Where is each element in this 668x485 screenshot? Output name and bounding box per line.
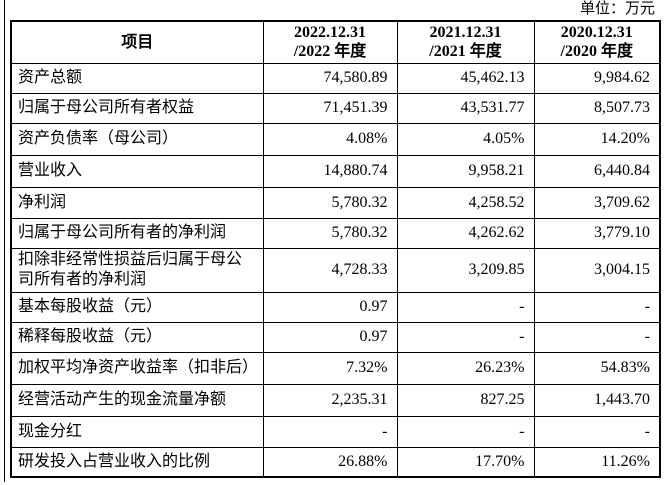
- cell-value: -: [396, 415, 535, 448]
- cell-value: 5,780.32: [262, 186, 398, 219]
- cell-value: 6,440.84: [533, 154, 661, 188]
- table-row: 现金分红 - - -: [10, 415, 661, 448]
- col-header-2020-date: 2020.12.31: [560, 24, 633, 42]
- table-row: 归属于母公司所有者的净利润 5,780.32 4,262.62 3,779.10: [10, 217, 661, 249]
- cell-value: 827.25: [396, 383, 535, 417]
- cell-value: 4.05%: [396, 122, 535, 156]
- col-header-2022-year: /2022 年度: [293, 43, 367, 61]
- row-label: 加权平均净资产收益率（扣非后）: [10, 351, 264, 385]
- col-header-2021: 2021.12.31 /2021 年度: [396, 20, 535, 64]
- col-header-2021-date: 2021.12.31: [429, 24, 502, 42]
- left-margin-rule: [4, 0, 5, 482]
- cell-value: 14.20%: [533, 122, 661, 156]
- cell-value: 43,531.77: [396, 92, 535, 124]
- cell-value: -: [533, 291, 661, 323]
- col-header-2020-year: /2020 年度: [560, 43, 633, 61]
- cell-value: 1,443.70: [533, 383, 661, 417]
- cell-value: 9,984.62: [533, 62, 661, 94]
- cell-value: 3,209.85: [396, 247, 535, 293]
- table-row: 净利润 5,780.32 4,258.52 3,709.62: [10, 186, 661, 219]
- table-row: 归属于母公司所有者权益 71,451.39 43,531.77 8,507.73: [10, 92, 661, 124]
- col-header-2022-date: 2022.12.31: [294, 24, 366, 42]
- row-label: 稀释每股收益（元）: [10, 321, 264, 353]
- table-row: 稀释每股收益（元） 0.97 - -: [10, 321, 661, 353]
- cell-value: 14,880.74: [262, 154, 398, 188]
- cell-value: -: [533, 415, 661, 448]
- unit-label: 单位：万元: [579, 1, 655, 17]
- cell-value: 11.26%: [533, 446, 661, 478]
- cell-value: 3,004.15: [533, 247, 661, 293]
- cell-value: 26.88%: [262, 446, 398, 478]
- col-header-2020: 2020.12.31 /2020 年度: [533, 20, 661, 64]
- cell-value: 3,779.10: [533, 217, 661, 249]
- row-label: 经营活动产生的现金流量净额: [10, 383, 264, 417]
- cell-value: 0.97: [262, 321, 398, 353]
- cell-value: 8,507.73: [533, 92, 661, 124]
- row-label: 归属于母公司所有者的净利润: [10, 217, 264, 249]
- table-row: 加权平均净资产收益率（扣非后） 7.32% 26.23% 54.83%: [10, 351, 661, 385]
- col-header-2022: 2022.12.31 /2022 年度: [262, 20, 398, 64]
- cell-value: -: [396, 291, 535, 323]
- row-label: 营业收入: [10, 154, 264, 188]
- col-header-item: 项目: [10, 20, 264, 64]
- row-label: 现金分红: [10, 415, 264, 448]
- cell-value: 5,780.32: [262, 217, 398, 249]
- cell-value: -: [262, 415, 398, 448]
- table-row: 扣除非经常性损益后归属于母公 司所有者的净利润 4,728.33 3,209.8…: [10, 247, 661, 293]
- cell-value: 3,709.62: [533, 186, 661, 219]
- cell-value: 4,262.62: [396, 217, 535, 249]
- row-label: 归属于母公司所有者权益: [10, 92, 264, 124]
- cell-value: 2,235.31: [262, 383, 398, 417]
- row-label: 扣除非经常性损益后归属于母公 司所有者的净利润: [10, 247, 264, 293]
- table-row: 基本每股收益（元） 0.97 - -: [10, 291, 661, 323]
- row-label: 净利润: [10, 186, 264, 219]
- row-label: 基本每股收益（元）: [10, 291, 264, 323]
- row-label: 资产负债率（母公司）: [10, 122, 264, 156]
- cell-value: 4,258.52: [396, 186, 535, 219]
- table-row: 经营活动产生的现金流量净额 2,235.31 827.25 1,443.70: [10, 383, 661, 417]
- cell-value: -: [396, 321, 535, 353]
- cell-value: 9,958.21: [396, 154, 535, 188]
- cell-value: 45,462.13: [396, 62, 535, 94]
- table-row: 研发投入占营业收入的比例 26.88% 17.70% 11.26%: [10, 446, 661, 478]
- cell-value: 54.83%: [533, 351, 661, 385]
- financial-summary-table: 项目 2022.12.31 /2022 年度 2021.12.31 /2021 …: [10, 20, 661, 478]
- cell-value: 4.08%: [262, 122, 398, 156]
- cell-value: 17.70%: [396, 446, 535, 478]
- cell-value: 71,451.39: [262, 92, 398, 124]
- table-row: 资产总额 74,580.89 45,462.13 9,984.62: [10, 62, 661, 94]
- cell-value: 26.23%: [396, 351, 535, 385]
- cell-value: -: [533, 321, 661, 353]
- col-header-2021-year: /2021 年度: [429, 43, 502, 61]
- cell-value: 0.97: [262, 291, 398, 323]
- cell-value: 74,580.89: [262, 62, 398, 94]
- row-label: 研发投入占营业收入的比例: [10, 446, 264, 478]
- table-row: 资产负债率（母公司） 4.08% 4.05% 14.20%: [10, 122, 661, 156]
- table-header-row: 项目 2022.12.31 /2022 年度 2021.12.31 /2021 …: [10, 20, 661, 64]
- cell-value: 4,728.33: [262, 247, 398, 293]
- row-label: 资产总额: [10, 62, 264, 94]
- table-row: 营业收入 14,880.74 9,958.21 6,440.84: [10, 154, 661, 188]
- cell-value: 7.32%: [262, 351, 398, 385]
